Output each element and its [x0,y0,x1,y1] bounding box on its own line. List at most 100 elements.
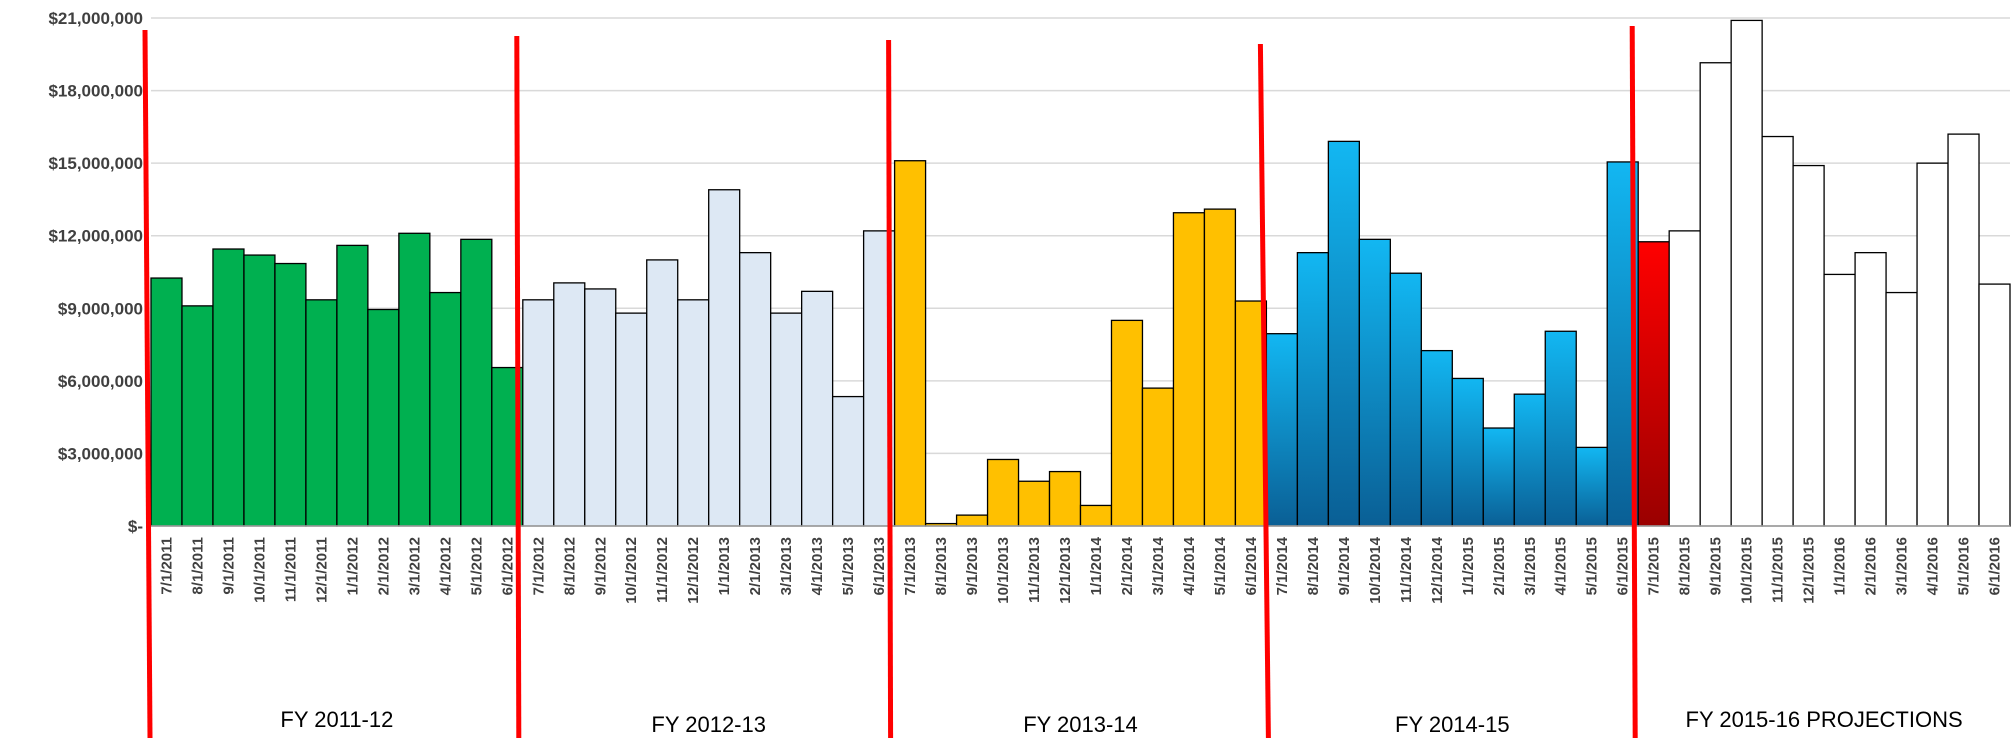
x-tick-label: 3/1/2013 [778,537,795,595]
x-tick-label: 1/1/2012 [344,537,361,595]
bar [398,232,431,527]
y-tick-label: $6,000,000 [58,372,143,391]
fiscal-year-divider [886,39,894,738]
x-tick-label: 11/1/2013 [1026,537,1043,603]
bar [986,458,1020,527]
bar [1327,140,1361,527]
x-tick-label: 4/1/2014 [1181,536,1198,595]
x-tick-label: 8/1/2011 [189,537,206,595]
bar [708,189,741,527]
bar [1389,272,1422,527]
bar [1482,427,1515,527]
bar [1730,19,1763,527]
bar [1141,387,1175,527]
bar [1792,164,1825,527]
x-tick-label: 7/1/2012 [530,537,547,595]
x-tick-label: 7/1/2011 [158,537,175,595]
x-tick-label: 5/1/2013 [840,537,857,595]
x-tick-label: 8/1/2012 [561,537,578,595]
bar [801,290,834,527]
x-tick-label: 6/1/2016 [1987,537,2004,595]
x-tick-label: 4/1/2015 [1553,537,1570,595]
y-tick-label: $12,000,000 [48,227,143,246]
fiscal-year-label: FY 2015-16 PROJECTIONS [1686,707,1963,732]
x-tick-label: 5/1/2016 [1956,537,1973,595]
bar [739,251,772,527]
x-tick-label: 10/1/2011 [251,537,268,603]
bar [305,299,338,527]
bar [181,305,214,527]
bar [1916,162,1949,527]
x-tick-label: 3/1/2012 [406,537,423,595]
bar [1668,230,1701,527]
x-tick-label: 4/1/2012 [437,537,454,595]
y-tick-label: $- [128,517,143,536]
bar [893,160,927,527]
x-tick-label: 7/1/2014 [1274,536,1291,595]
x-tick-label: 6/1/2013 [871,537,888,595]
bar [1048,470,1082,527]
x-tick-label: 2/1/2014 [1119,536,1136,595]
x-tick-label: 12/1/2015 [1801,537,1818,604]
fiscal-year-divider [1257,43,1271,738]
bar [1761,135,1794,527]
bar [150,277,183,527]
x-tick-label: 2/1/2015 [1491,537,1508,595]
bar [1544,330,1577,527]
bar [584,288,617,527]
bar [243,254,276,527]
y-tick-label: $15,000,000 [48,154,143,173]
bar [1203,208,1237,527]
x-tick-label: 8/1/2014 [1305,536,1322,595]
x-tick-label: 12/1/2012 [685,537,702,604]
y-tick-label: $3,000,000 [58,444,143,463]
bar [615,312,648,527]
bar [1420,349,1453,527]
x-tick-label: 12/1/2013 [1057,537,1074,604]
fiscal-year-divider [514,35,522,738]
bar [460,238,493,527]
bar [955,514,989,527]
bar [1978,283,2011,527]
fiscal-year-label: FY 2014-15 [1395,712,1510,737]
bar [1017,480,1051,527]
bar [1110,319,1144,527]
bar [1513,393,1546,527]
x-tick-label: 7/1/2015 [1646,537,1663,595]
x-tick-label: 1/1/2013 [716,537,733,595]
x-tick-label: 12/1/2011 [313,537,330,603]
x-tick-label: 3/1/2014 [1150,536,1167,595]
bar [1637,241,1670,527]
x-tick-label: 11/1/2012 [654,537,671,603]
x-tick-label: 6/1/2012 [499,537,516,595]
bar [770,312,803,527]
x-tick-label: 5/1/2012 [468,537,485,595]
y-tick-label: $21,000,000 [48,9,143,28]
bar [646,259,679,527]
x-tick-label: 1/1/2016 [1832,537,1849,595]
x-tick-label: 9/1/2011 [220,537,237,595]
x-tick-label: 3/1/2015 [1522,537,1539,595]
x-tick-label: 6/1/2015 [1615,537,1632,595]
x-tick-label: 12/1/2014 [1429,536,1446,603]
x-tick-label: 11/1/2015 [1770,537,1787,603]
fiscal-year-label: FY 2013-14 [1023,712,1138,737]
x-tick-label: 5/1/2014 [1212,536,1229,595]
bar [1079,504,1113,527]
x-tick-label: 2/1/2012 [375,537,392,595]
x-tick-label: 8/1/2015 [1677,537,1694,595]
bar [1172,212,1206,527]
bar [831,395,865,527]
x-tick-label: 10/1/2013 [995,537,1012,604]
bar [1699,62,1732,527]
x-tick-label: 3/1/2016 [1894,537,1911,595]
bar [1296,251,1330,527]
fiscal-year-divider [1629,25,1638,738]
x-tick-label: 9/1/2014 [1336,536,1353,595]
x-tick-label: 9/1/2013 [964,537,981,595]
x-tick-label: 9/1/2012 [592,537,609,595]
y-tick-label: $18,000,000 [48,82,143,101]
x-tick-label: 10/1/2012 [623,537,640,604]
x-tick-label: 8/1/2013 [933,537,950,595]
